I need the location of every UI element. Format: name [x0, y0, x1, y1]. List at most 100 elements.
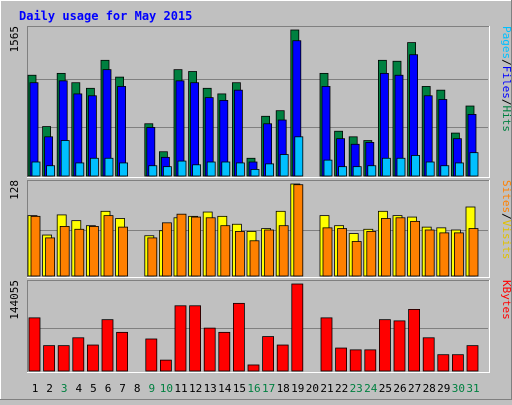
kbytes-bar [422, 337, 435, 372]
panel-kbytes-max-label: 144055 [8, 280, 21, 320]
kbytes-bar [291, 283, 304, 372]
sites-bar [89, 226, 99, 277]
panel-hits-max-label: 1565 [8, 26, 21, 53]
pages-bar [235, 162, 245, 177]
sites-bar [293, 184, 304, 277]
chart-title: Daily usage for May 2015 [19, 9, 192, 23]
kbytes-bar [437, 354, 450, 372]
day-label: 26 [393, 382, 406, 395]
pages-bar [367, 165, 377, 177]
sites-bar [176, 213, 187, 277]
day-label: 30 [452, 382, 465, 395]
day-label: 11 [174, 382, 187, 395]
kbytes-bar [116, 331, 128, 372]
pages-bar [381, 157, 391, 177]
sites-bar [220, 225, 231, 277]
sites-bar [234, 231, 245, 277]
sites-bar [395, 217, 406, 277]
x-axis-labels: 1 2 3 4 5 6 7 8 9 10 11 12 13 14 15 16 17 18 19 20 21 22 23 24 2… [32, 382, 480, 395]
kbytes-bar [174, 305, 187, 372]
legend-sites-label: Sites [500, 180, 512, 213]
panel-hits: 1565 Pages/Files/Hits [8, 26, 512, 178]
sites-bar [278, 225, 289, 277]
sites-bar [118, 226, 128, 277]
pages-bar [352, 166, 362, 177]
kbytes-bar [232, 302, 245, 372]
sites-bar [103, 215, 114, 277]
pages-bar [119, 162, 128, 177]
day-label: 22 [335, 382, 348, 395]
legend-hits-label: Hits [500, 106, 512, 133]
day-label: 5 [90, 382, 97, 395]
day-label: 6 [105, 382, 112, 395]
day-label: 20 [306, 382, 319, 395]
kbytes-bar [87, 344, 99, 372]
sites-bar [59, 226, 70, 277]
pages-bar [250, 169, 260, 177]
kbytes-bar [218, 331, 231, 372]
pages-bar [396, 157, 406, 177]
pages-bar [46, 165, 55, 177]
kbytes-bar [189, 305, 202, 372]
day-label: 24 [364, 382, 378, 395]
day-label: 17 [262, 382, 275, 395]
day-label: 13 [204, 382, 217, 395]
kbytes-bar [203, 327, 216, 372]
legend-visits-label: Visits [500, 220, 512, 260]
pages-bar [440, 165, 450, 177]
day-label: 29 [437, 382, 450, 395]
day-label: 15 [233, 382, 246, 395]
kbytes-bar [451, 354, 464, 372]
panel-hits-legend: Pages/Files/Hits [500, 26, 512, 132]
pages-bar [148, 165, 158, 177]
day-label: 2 [46, 382, 53, 395]
pages-bar [279, 154, 289, 177]
sites-bar [468, 228, 479, 277]
kbytes-bar [276, 344, 289, 372]
day-label: 31 [466, 382, 479, 395]
kbytes-bar [247, 364, 260, 372]
day-label: 7 [119, 382, 126, 395]
panel-visits: 128 Sites/Visits [8, 180, 512, 278]
pages-bar [323, 159, 333, 177]
legend-files-label: Files [500, 66, 512, 99]
sites-bar [30, 215, 41, 277]
pages-bar [454, 162, 464, 177]
kbytes-bar [335, 347, 348, 372]
sites-bar [205, 217, 216, 277]
legend-pages-label: Pages [500, 26, 512, 59]
pages-bar [60, 140, 70, 177]
sites-bar [351, 241, 362, 277]
pages-bar [469, 152, 479, 177]
day-label: 27 [408, 382, 421, 395]
sites-bar [366, 231, 377, 277]
sites-bar [264, 229, 275, 277]
kbytes-bar [364, 349, 377, 372]
panel-kbytes-legend: KBytes [500, 280, 512, 320]
day-label: 14 [218, 382, 232, 395]
kbytes-bar [72, 337, 85, 372]
day-label: 9 [148, 382, 155, 395]
pages-bar [192, 164, 202, 177]
kbytes-bar [320, 317, 333, 372]
legend-separator: / [500, 213, 512, 220]
day-label: 1 [32, 382, 39, 395]
sites-bar [191, 216, 202, 277]
day-label: 8 [134, 382, 141, 395]
sites-bar [439, 232, 450, 277]
sites-bar [424, 229, 435, 277]
day-label: 23 [350, 382, 363, 395]
sites-bar [74, 228, 85, 277]
legend-kbytes-label: KBytes [500, 280, 512, 320]
pages-bar [221, 161, 231, 177]
sites-bar [322, 227, 333, 277]
kbytes-bar [101, 319, 114, 372]
kbytes-bar [349, 349, 362, 372]
day-label: 10 [160, 382, 173, 395]
legend-separator: / [500, 99, 512, 106]
kbytes-bar [466, 345, 479, 372]
pages-bar [162, 166, 172, 177]
sites-bar [410, 220, 421, 277]
files-bar [438, 99, 448, 177]
day-label: 19 [291, 382, 304, 395]
